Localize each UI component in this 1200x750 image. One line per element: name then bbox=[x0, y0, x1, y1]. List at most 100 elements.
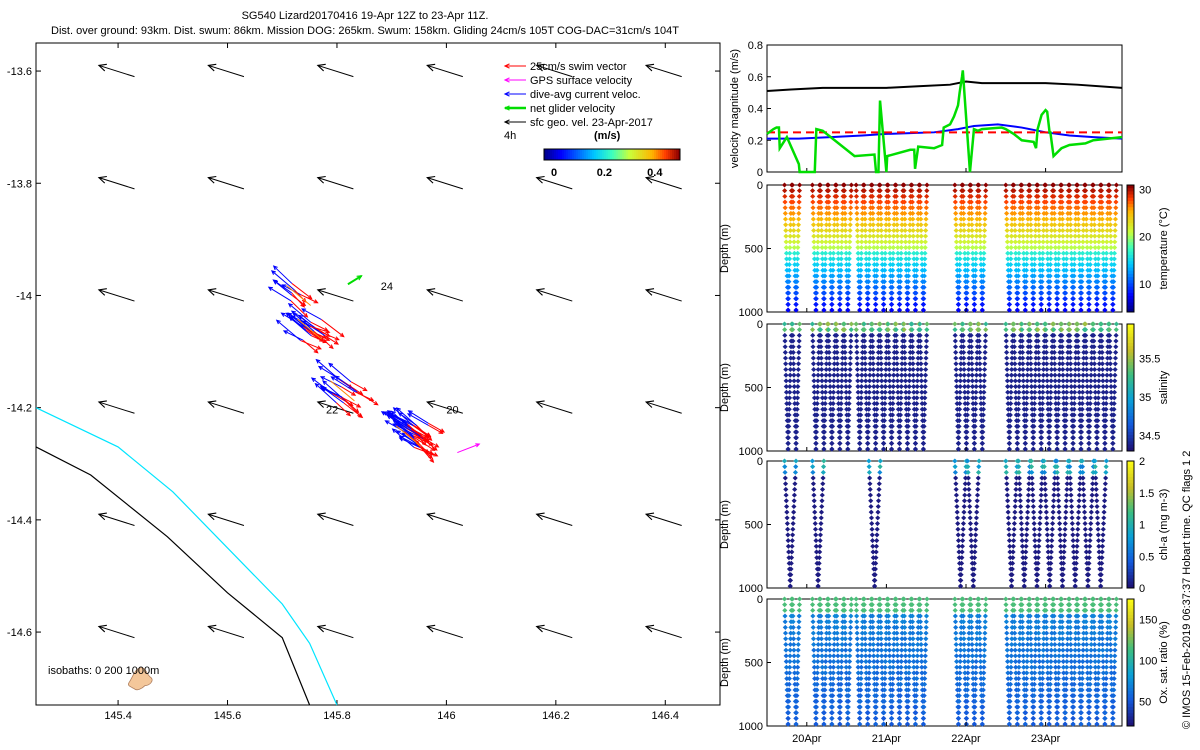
section-data-point bbox=[913, 290, 919, 296]
map-colorbar-cell bbox=[660, 149, 663, 160]
dive-avg-current-arrow bbox=[331, 376, 356, 393]
section-data-point bbox=[907, 222, 913, 228]
section-data-point bbox=[881, 284, 887, 290]
map-colorbar-cell bbox=[558, 149, 561, 160]
section-data-point bbox=[827, 256, 833, 262]
section-data-point bbox=[831, 227, 837, 234]
map-colorbar-cell bbox=[668, 149, 671, 160]
section-data-point bbox=[822, 256, 828, 262]
section-data-point bbox=[886, 205, 892, 211]
section-colorbar-cell bbox=[1127, 277, 1134, 281]
map-colorbar-cell bbox=[674, 149, 677, 160]
dive-avg-current-arrow bbox=[399, 437, 420, 448]
section-data-point bbox=[829, 290, 835, 296]
section-data-point bbox=[902, 233, 908, 239]
geo-velocity-arrow bbox=[208, 625, 245, 639]
dive-avg-current-arrow-head bbox=[270, 270, 276, 275]
section-colorbar-cell bbox=[1127, 229, 1134, 234]
map-ytick-label: -14.4 bbox=[7, 515, 32, 527]
section-colorbar-cell bbox=[1127, 444, 1134, 449]
section-colorbar-tick-label: 1.5 bbox=[1139, 488, 1154, 500]
isobath-200m-line bbox=[35, 407, 338, 706]
section-data-point bbox=[905, 296, 911, 302]
map-colorbar-cell bbox=[548, 149, 551, 160]
swim-vector-arrow bbox=[420, 446, 433, 455]
section-data-point bbox=[906, 256, 912, 262]
section-data-point bbox=[848, 199, 854, 205]
map-colorbar-cell bbox=[642, 149, 645, 160]
section-colorbar-cell bbox=[1127, 258, 1134, 262]
section-data-point bbox=[823, 222, 829, 228]
section-colorbar-cell bbox=[1127, 486, 1134, 491]
section-colorbar-cell bbox=[1127, 521, 1134, 525]
geo-velocity-arrow bbox=[317, 625, 354, 639]
section-data-point bbox=[795, 239, 801, 245]
dive-avg-current-arrow-head bbox=[392, 407, 398, 412]
geo-velocity-arrow bbox=[427, 625, 463, 639]
map-colorbar-cell bbox=[662, 149, 665, 160]
section-colorbar-cell bbox=[1127, 543, 1134, 548]
section-data-point bbox=[904, 307, 911, 313]
map-colorbar-cell bbox=[590, 149, 593, 160]
section-colorbar-tick-label: 34.5 bbox=[1139, 431, 1160, 443]
swim-vector-arrow-head bbox=[339, 332, 345, 338]
map-colorbar-cell bbox=[630, 149, 633, 160]
map-colorbar-cell bbox=[658, 149, 661, 160]
section-colorbar-label: temperature (°C) bbox=[1158, 207, 1170, 289]
velocity-ylabel: velocity magnitude (m/s) bbox=[729, 49, 741, 168]
geo-velocity-arrow-head bbox=[644, 175, 655, 184]
velocity-series-line bbox=[766, 70, 1123, 174]
section-data-point bbox=[810, 222, 817, 228]
section-data-point bbox=[867, 233, 873, 239]
section-data-point bbox=[829, 284, 836, 290]
section-colorbar-cell bbox=[1127, 267, 1134, 272]
section-colorbar-cell bbox=[1127, 371, 1134, 376]
map-ytick-label: -13.8 bbox=[7, 178, 32, 190]
swim-vector-arrow bbox=[290, 300, 308, 318]
map-colorbar-cell bbox=[570, 149, 573, 160]
section-data-point bbox=[883, 227, 889, 234]
map-colorbar-cell bbox=[666, 149, 669, 160]
section-colorbar-cell bbox=[1127, 412, 1134, 417]
geo-velocity-arrow bbox=[536, 289, 573, 302]
section-data-point bbox=[835, 256, 841, 262]
glider-track-segment bbox=[330, 380, 355, 402]
map-colorbar-cell bbox=[566, 149, 569, 160]
section-data-point bbox=[889, 279, 895, 285]
section-data-point bbox=[914, 256, 920, 262]
section-data-point bbox=[869, 188, 875, 194]
swim-vector-arrow bbox=[302, 339, 318, 354]
section-data-point bbox=[787, 256, 793, 262]
section-data-point bbox=[833, 182, 839, 188]
section-data-point bbox=[857, 290, 863, 296]
section-colorbar-cell bbox=[1127, 505, 1134, 510]
section-colorbar-tick-label: 35.5 bbox=[1139, 354, 1160, 366]
section-colorbar-cell bbox=[1127, 362, 1134, 366]
map-colorbar-tick-label: 0.4 bbox=[647, 167, 663, 179]
section-axes-box bbox=[766, 323, 1123, 452]
section-data-point bbox=[897, 273, 904, 279]
section-colorbar-tick-label: 35 bbox=[1139, 392, 1151, 404]
section-colorbar-tick-label: 0.5 bbox=[1139, 551, 1154, 563]
section-colorbar-cell bbox=[1127, 549, 1134, 554]
section-data-point bbox=[838, 256, 844, 262]
velocity-ytick-label: 0.2 bbox=[748, 135, 763, 147]
section-data-point bbox=[814, 262, 820, 268]
swim-vector-arrow-head bbox=[307, 294, 313, 300]
dive-avg-current-arrow bbox=[335, 375, 358, 393]
section-data-point bbox=[815, 239, 821, 245]
map-colorbar-cell bbox=[656, 149, 659, 160]
legend-swim-arrow-head bbox=[503, 63, 510, 69]
swim-vector-arrow bbox=[341, 396, 359, 413]
section-data-point bbox=[863, 262, 869, 268]
swim-vector-arrow-head bbox=[313, 348, 319, 354]
legend-hours-label: 4h bbox=[504, 130, 516, 142]
dive-avg-current-arrow bbox=[392, 418, 414, 437]
map-colorbar-cell bbox=[638, 149, 641, 160]
map-colorbar-cell bbox=[598, 149, 601, 160]
section-colorbar-cell bbox=[1127, 518, 1134, 522]
section-data-point bbox=[911, 262, 917, 268]
geo-velocity-arrow-head bbox=[535, 288, 545, 296]
